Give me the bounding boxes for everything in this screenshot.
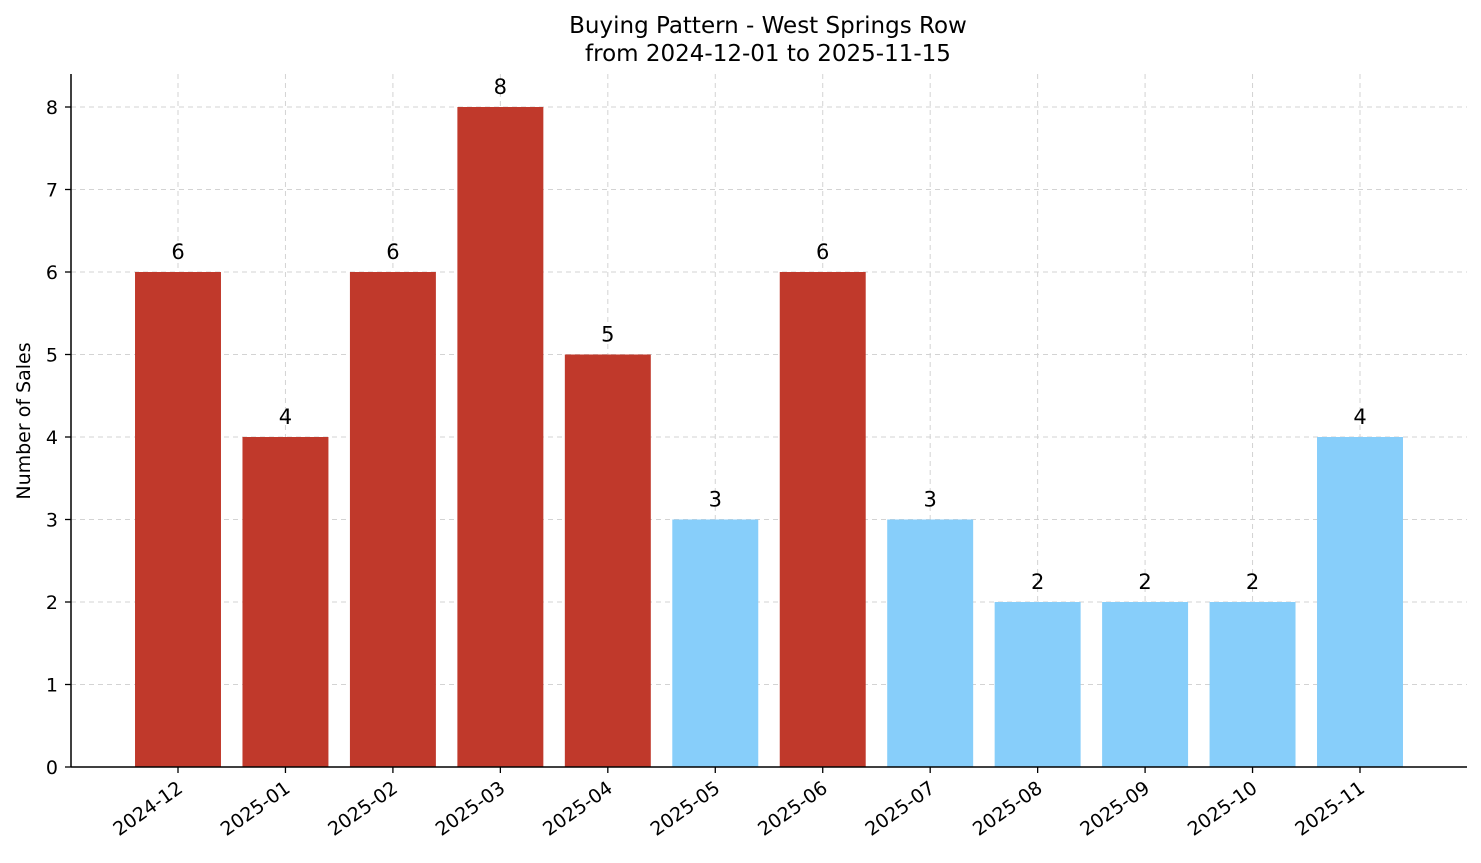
x-tick-label: 2025-03: [432, 777, 510, 841]
bar-value-label: 5: [601, 323, 614, 347]
x-tick-label: 2025-04: [539, 777, 617, 841]
chart-title-line2: from 2024-12-01 to 2025-11-15: [585, 41, 951, 67]
bar-2025-08: [994, 602, 1081, 767]
axes: [65, 74, 1467, 773]
x-tick-label: 2025-07: [861, 777, 939, 841]
y-tick-label: 1: [46, 675, 58, 697]
x-tick-label: 2025-09: [1076, 777, 1154, 841]
x-tick-label: 2025-06: [754, 777, 832, 841]
y-tick-label: 0: [46, 757, 58, 779]
bar-value-label: 6: [386, 240, 399, 264]
y-tick-label: 3: [46, 510, 58, 532]
bar-2025-02: [349, 272, 436, 767]
y-axis-label: Number of Sales: [13, 342, 35, 499]
x-tick-label: 2025-01: [217, 777, 295, 841]
y-tick-label: 6: [46, 262, 58, 284]
bar-2025-05: [672, 519, 759, 767]
bar-value-label: 8: [494, 75, 507, 99]
y-tick-label: 5: [46, 345, 58, 367]
bar-2024-12: [135, 272, 221, 767]
bar-2025-03: [457, 107, 544, 767]
y-tick-label: 7: [46, 180, 58, 202]
x-tick-label: 2025-10: [1184, 777, 1262, 841]
x-tick-label: 2025-11: [1291, 777, 1369, 841]
x-tick-label: 2025-08: [969, 777, 1047, 841]
bar-2025-11: [1317, 437, 1403, 767]
bar-value-label: 3: [709, 488, 722, 512]
chart-title-line1: Buying Pattern - West Springs Row: [569, 13, 967, 39]
bar-value-label: 2: [1031, 570, 1044, 594]
bar-2025-06: [779, 272, 866, 767]
x-tick-label: 2025-05: [646, 777, 724, 841]
bar-value-label: 3: [923, 488, 936, 512]
x-tick-label: 2025-02: [324, 777, 402, 841]
bars: 6 4 6 8 5 3 6 3 2 2 2 4: [135, 75, 1403, 767]
bar-value-label: 4: [279, 405, 292, 429]
bar-2025-01: [242, 437, 329, 767]
bar-2025-07: [887, 519, 974, 767]
x-tick-label: 2024-12: [109, 777, 187, 841]
bar-value-label: 4: [1353, 405, 1366, 429]
bar-2025-09: [1102, 602, 1189, 767]
bar-value-label: 6: [171, 240, 184, 264]
y-tick-label: 4: [46, 427, 58, 449]
y-tick-label: 8: [46, 97, 58, 119]
bar-value-label: 2: [1138, 570, 1151, 594]
bar-2025-10: [1209, 602, 1296, 767]
bar-value-label: 2: [1246, 570, 1259, 594]
y-tick-label: 2: [46, 592, 58, 614]
bar-value-label: 6: [816, 240, 829, 264]
bar-2025-04: [564, 354, 651, 767]
